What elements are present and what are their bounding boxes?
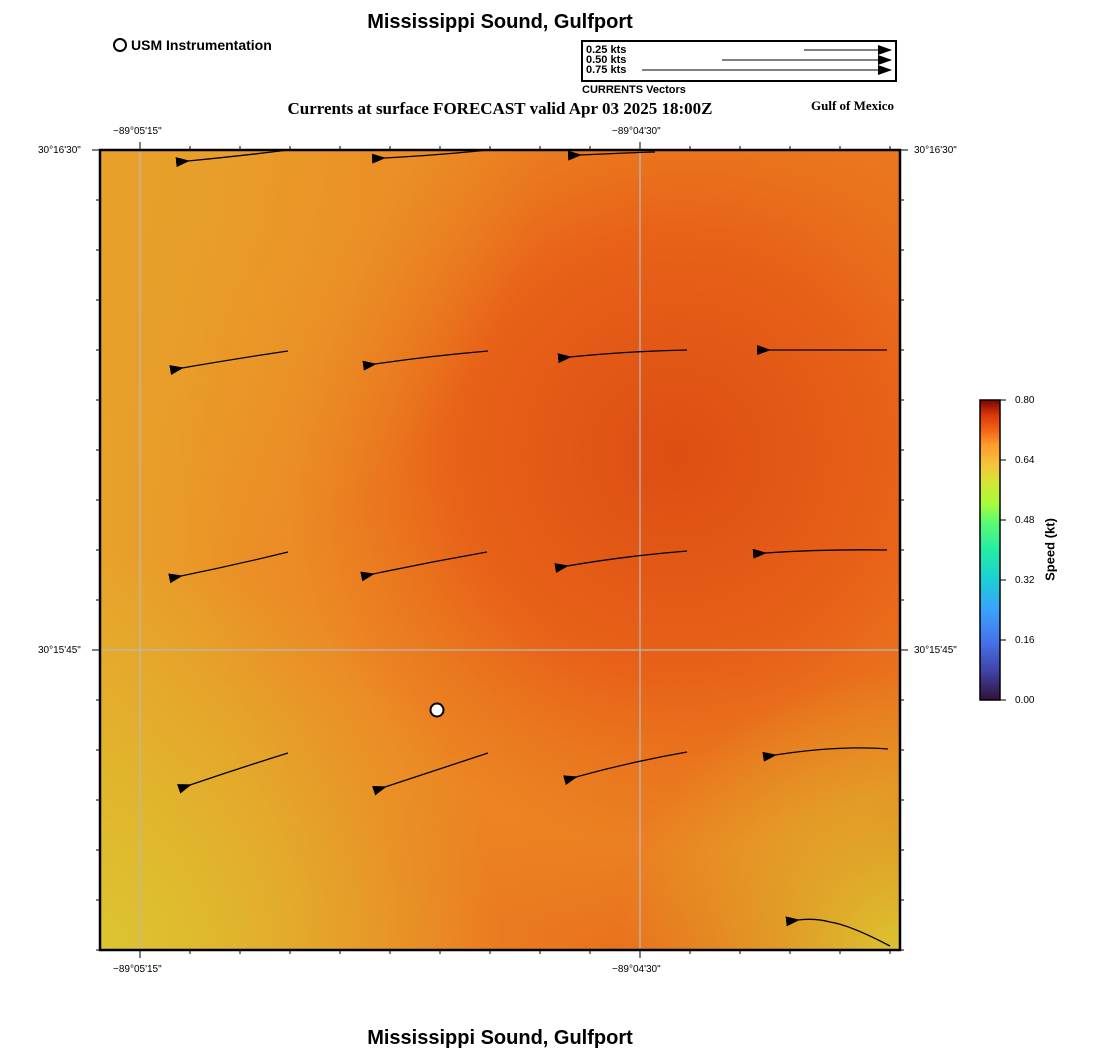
current-vector: [360, 551, 488, 582]
vector-legend-caption: CURRENTS Vectors: [582, 84, 686, 96]
lat-tick-label: 30°16'30": [38, 145, 81, 156]
colorbar: [979, 399, 1006, 701]
station-marker-icon: [113, 38, 127, 52]
lon-tick-label: −89°04'30": [612, 964, 661, 975]
vector-scale-label: 0.50 kts: [586, 54, 627, 66]
vector-scale-label: 0.25 kts: [586, 44, 627, 56]
current-vector: [557, 349, 688, 364]
vector-scale-label: 0.75 kts: [586, 64, 627, 76]
lon-tick-label: −89°05'15": [113, 964, 162, 975]
current-vector: [362, 350, 489, 371]
usm-legend-label: USM Instrumentation: [131, 37, 272, 53]
map-title: Mississippi Sound, Gulfport: [367, 11, 633, 33]
current-vector: [554, 550, 688, 573]
current-vector: [168, 551, 289, 584]
lon-tick-label: −89°05'15": [113, 126, 162, 137]
forecast-subtitle: Currents at surface FORECAST valid Apr 0…: [287, 99, 713, 118]
current-vector: [372, 752, 489, 796]
lat-tick-label: 30°15'45": [914, 645, 957, 656]
vector-legend-arrows: [642, 45, 892, 75]
usm-station-marker: [429, 702, 445, 718]
current-vector: [563, 751, 688, 786]
footer-title: Mississippi Sound, Gulfport: [367, 1027, 633, 1049]
colorbar-tick-label: 0.48: [1015, 515, 1035, 526]
current-vector: [752, 548, 888, 559]
colorbar-tick-label: 0.80: [1015, 395, 1035, 406]
frame-ticks: [92, 142, 908, 958]
colorbar-tick-label: 0.16: [1015, 635, 1035, 646]
region-label: Gulf of Mexico: [811, 98, 895, 113]
current-vector: [785, 916, 891, 947]
current-vector: [177, 752, 289, 794]
current-vector: [762, 747, 889, 762]
lat-tick-label: 30°16'30": [914, 145, 957, 156]
speed-field: [100, 150, 900, 950]
graticule: [100, 150, 900, 950]
colorbar-title: Speed (kt): [1042, 518, 1058, 581]
current-vectors: [168, 149, 891, 947]
colorbar-ramp: [979, 399, 1001, 701]
current-vector: [169, 350, 289, 375]
colorbar-tick-label: 0.00: [1015, 695, 1035, 706]
lon-tick-label: −89°04'30": [612, 126, 661, 137]
lat-tick-label: 30°15'45": [38, 645, 81, 656]
colorbar-tick-label: 0.32: [1015, 575, 1035, 586]
usm-legend: USM Instrumentation: [113, 37, 272, 53]
current-vector: [567, 150, 656, 161]
vector-scale-legend: 0.25 kts 0.50 kts 0.75 kts: [581, 40, 897, 82]
current-vector: [371, 149, 489, 164]
colorbar-tick-label: 0.64: [1015, 455, 1035, 466]
current-vector: [175, 149, 289, 168]
